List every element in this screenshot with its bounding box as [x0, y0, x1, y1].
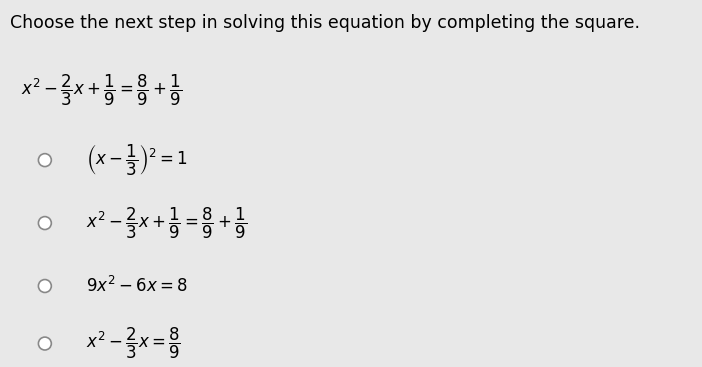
- Text: $\left(x - \dfrac{1}{3}\right)^2 = 1$: $\left(x - \dfrac{1}{3}\right)^2 = 1$: [86, 142, 188, 178]
- Text: $x^2 - \dfrac{2}{3}x + \dfrac{1}{9} = \dfrac{8}{9} + \dfrac{1}{9}$: $x^2 - \dfrac{2}{3}x + \dfrac{1}{9} = \d…: [86, 206, 247, 241]
- Text: $9x^2 - 6x = 8$: $9x^2 - 6x = 8$: [86, 276, 188, 296]
- Ellipse shape: [39, 337, 51, 350]
- Text: $x^2 - \dfrac{2}{3}x = \dfrac{8}{9}$: $x^2 - \dfrac{2}{3}x = \dfrac{8}{9}$: [86, 326, 181, 361]
- Text: Choose the next step in solving this equation by completing the square.: Choose the next step in solving this equ…: [11, 14, 640, 32]
- Ellipse shape: [39, 154, 51, 167]
- Ellipse shape: [39, 280, 51, 292]
- Text: $x^2 - \dfrac{2}{3}x + \dfrac{1}{9} = \dfrac{8}{9} + \dfrac{1}{9}$: $x^2 - \dfrac{2}{3}x + \dfrac{1}{9} = \d…: [21, 72, 182, 108]
- Ellipse shape: [39, 217, 51, 229]
